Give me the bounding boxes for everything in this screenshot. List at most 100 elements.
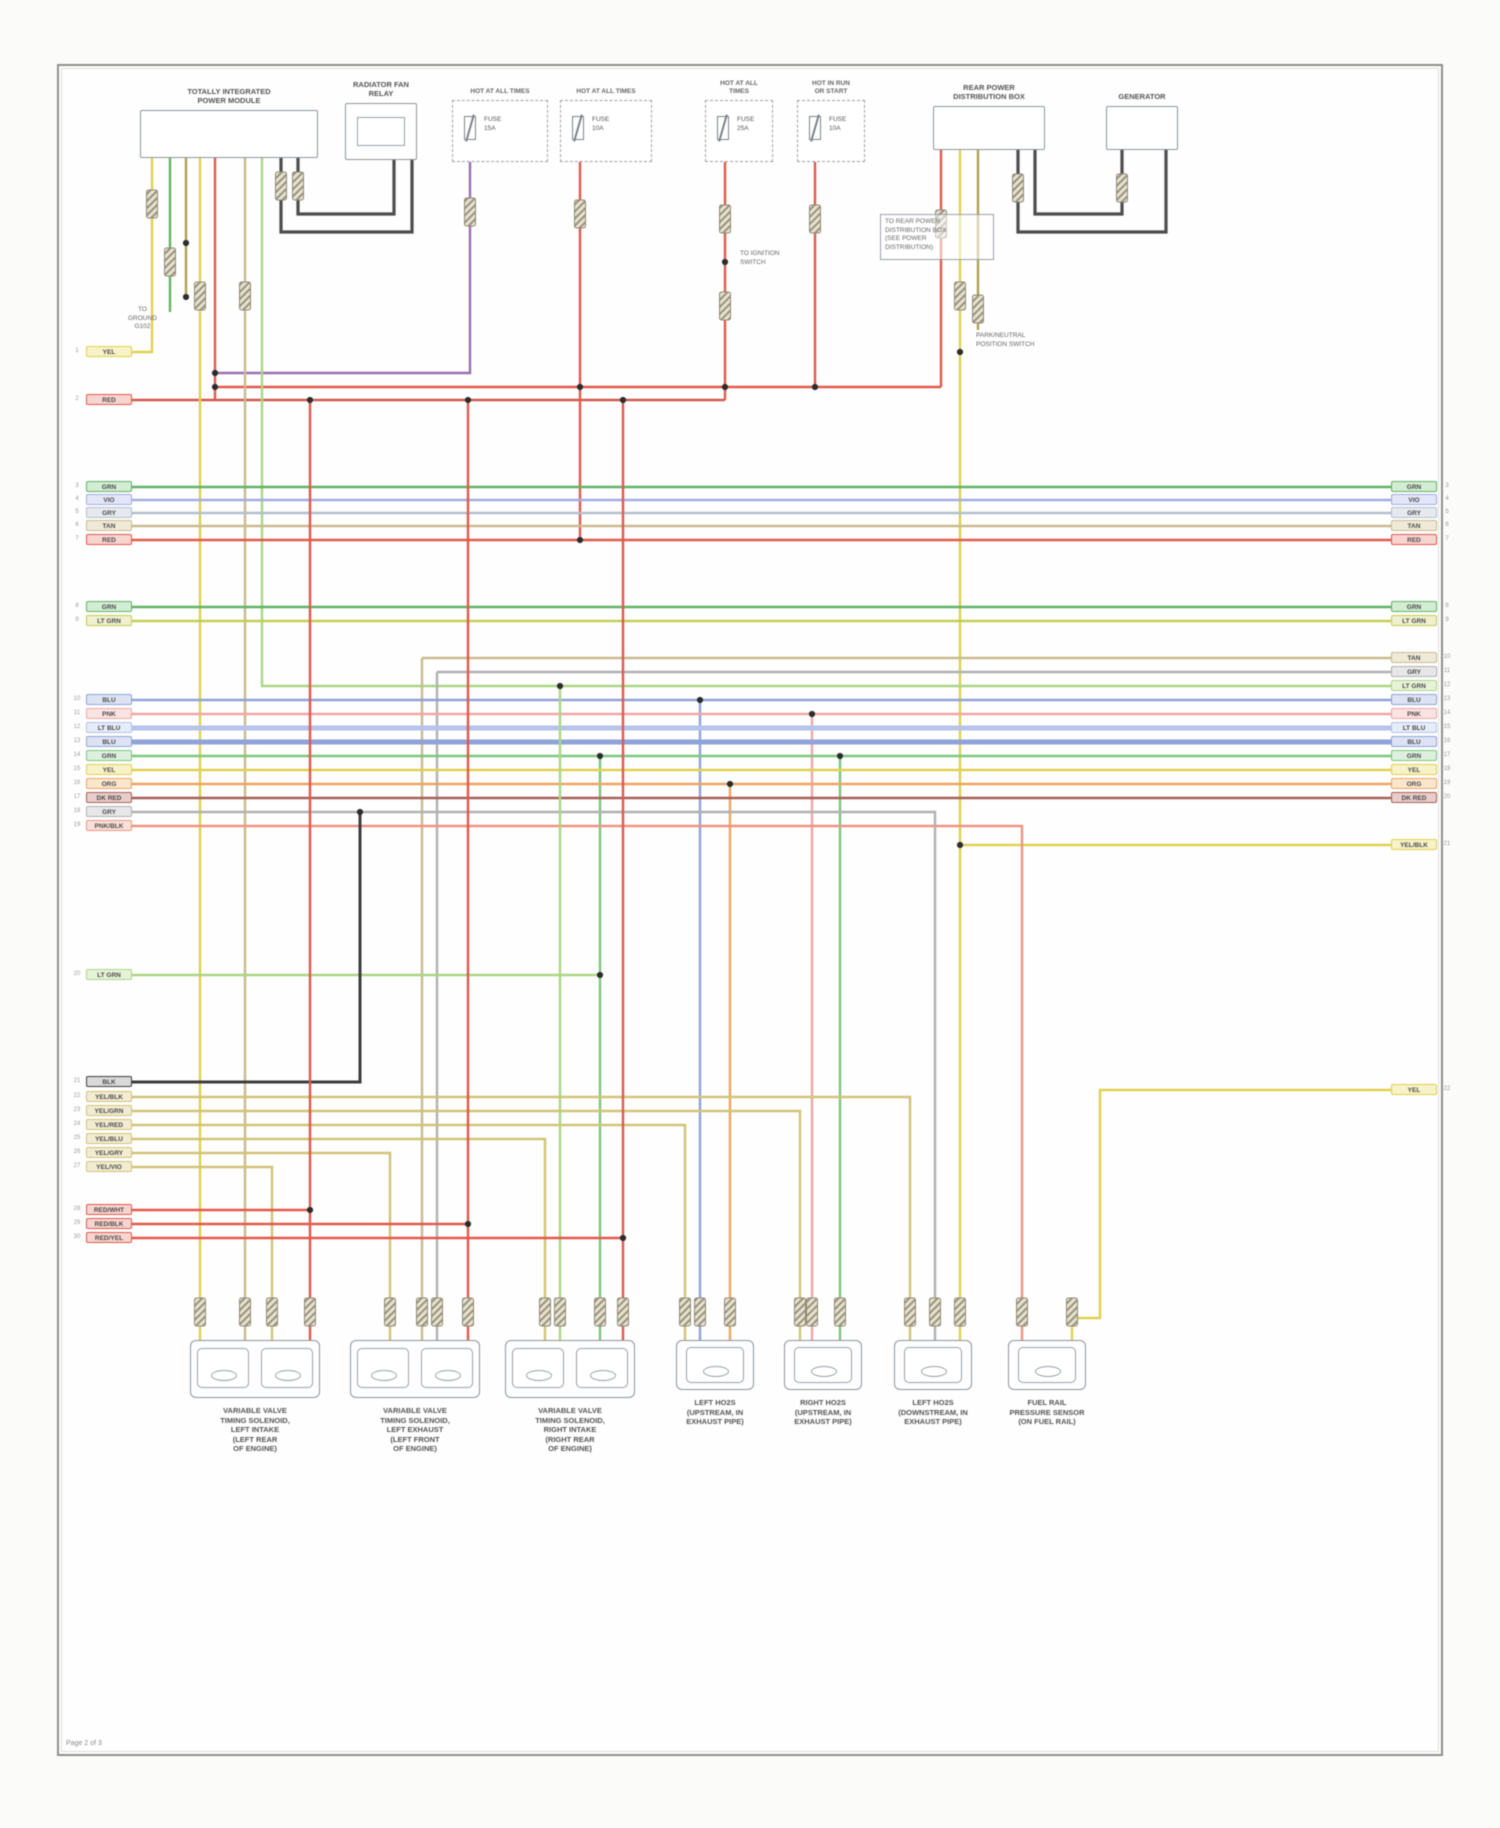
- group-label-line: (RIGHT REAR: [545, 1434, 595, 1444]
- group-label-line: TIMING SOLENOID,: [380, 1415, 450, 1425]
- inline-connector-20: [384, 1297, 396, 1327]
- chip-right-yel: YEL: [1391, 1084, 1437, 1095]
- fuse-4-header-line: HOT IN RUN: [812, 80, 850, 87]
- wire-blk-48: [88, 812, 362, 1084]
- junction-dot-18: [808, 710, 816, 718]
- chip-left-grn: GRN: [86, 601, 132, 612]
- junction-dot-16: [836, 752, 844, 760]
- inline-connector-6: [719, 204, 731, 234]
- group-label-line: EXHAUST PIPE): [794, 1417, 852, 1426]
- inline-connector-22: [431, 1297, 443, 1327]
- group-label-line: PRESSURE SENSOR: [1009, 1407, 1085, 1417]
- group-label-1: VARIABLE VALVE TIMING SOLENOID, LEFT INTAK…: [181, 1406, 329, 1454]
- inline-connector-29: [694, 1297, 706, 1327]
- row-number-left: 5: [75, 509, 79, 515]
- group-label-3: VARIABLE VALVE TIMING SOLENOID, RIGHT INTA…: [496, 1406, 644, 1454]
- fuse-2-rating-line: 10A: [592, 124, 604, 132]
- rear-power-box-label-line: DISTRIBUTION BOX: [953, 92, 1025, 101]
- chip-right-dkred: DK RED: [1391, 792, 1437, 803]
- fuse-2-fuse-icon: [572, 116, 584, 140]
- page-footer: Page 2 of 3: [66, 1740, 102, 1747]
- chip-right-grn: GRN: [1391, 750, 1437, 761]
- note-ground-line: GROUND: [128, 314, 157, 322]
- connector-oval: [703, 1366, 729, 1377]
- chip-left-gry: GRY: [86, 507, 132, 518]
- generator-box: [1106, 106, 1178, 150]
- group-label-line: LEFT HO2S: [694, 1398, 736, 1407]
- chip-left-ltgrn: LT GRN: [86, 969, 132, 980]
- row-number-right: 8: [1445, 603, 1449, 609]
- row-number-right: 3: [1445, 483, 1449, 489]
- row-number-right: 19: [1443, 780, 1451, 786]
- fan-relay-inner: [357, 117, 405, 146]
- rear-power-box-label: REAR POWER DISTRIBUTION BOX: [911, 83, 1067, 101]
- chip-right-tan: TAN: [1391, 652, 1437, 663]
- chip-right-red: RED: [1391, 534, 1437, 545]
- connector-oval: [526, 1370, 552, 1381]
- row-number-left: 6: [75, 522, 79, 528]
- group-label-line: OF ENGINE): [233, 1444, 277, 1453]
- row-number-left: 28: [73, 1206, 81, 1212]
- junction-dot-9: [306, 396, 314, 404]
- power-module-label-line: POWER MODULE: [197, 96, 261, 105]
- fuse-1-header: HOT AT ALL TIMES: [440, 88, 560, 96]
- fuse-4-rating-line: 10A: [829, 124, 841, 132]
- inline-connector-17: [239, 1297, 251, 1327]
- fuse-4-rating: FUSE 10A: [829, 116, 846, 133]
- group-label-line: (LEFT REAR: [232, 1434, 278, 1444]
- group-label-line: (UPSTREAM, IN: [794, 1407, 852, 1417]
- group-label-line: RIGHT INTAKE: [543, 1425, 597, 1434]
- diagram-border-frame: [57, 64, 1443, 1756]
- chip-left-blk: BLK: [86, 1076, 132, 1087]
- row-number-right: 20: [1443, 794, 1451, 800]
- group-label-line: VARIABLE VALVE: [383, 1406, 447, 1415]
- junction-dot-2: [211, 369, 219, 377]
- row-number-right: 16: [1443, 738, 1451, 744]
- row-number-left: 23: [73, 1107, 81, 1113]
- row-number-left: 1: [75, 348, 79, 354]
- row-number-right: 18: [1443, 766, 1451, 772]
- note-rear-power-line: DISTRIBUTION BOX: [885, 226, 947, 234]
- fuse-1-rating-line: FUSE: [484, 116, 502, 123]
- inline-connector-18: [266, 1297, 278, 1327]
- chip-left-tan: TAN: [86, 520, 132, 531]
- row-number-left: 12: [73, 724, 81, 730]
- group-label-line: VARIABLE VALVE: [538, 1406, 602, 1415]
- inline-connector-32: [806, 1297, 818, 1327]
- group-label-line: VARIABLE VALVE: [223, 1406, 287, 1415]
- inline-connector-33: [834, 1297, 846, 1327]
- chip-left-yelblu: YEL/BLU: [86, 1133, 132, 1144]
- connector-oval: [590, 1370, 616, 1381]
- connector-oval: [921, 1366, 947, 1377]
- row-number-left: 18: [73, 808, 81, 814]
- fuse-3-rating-line: FUSE: [737, 116, 755, 123]
- junction-dot-6: [721, 258, 729, 266]
- junction-dot-1: [182, 293, 190, 301]
- inline-connector-15: [239, 281, 251, 311]
- note-rear-power-line: (SEE POWER: [885, 235, 927, 242]
- connector-7-1: [1018, 1347, 1076, 1383]
- inline-connector-2: [275, 171, 287, 201]
- fuse-1-rating-line: 15A: [484, 124, 496, 132]
- note-park-neutral: PARK/NEUTRAL POSITION SWITCH: [976, 332, 1035, 349]
- group-label-line: (DOWNSTREAM, IN: [898, 1407, 968, 1417]
- row-number-left: 20: [73, 971, 81, 977]
- chip-right-yel: YEL: [1391, 764, 1437, 775]
- connector-2-2: [421, 1348, 473, 1388]
- group-label-line: (LEFT FRONT: [390, 1434, 440, 1444]
- group-label-line: EXHAUST PIPE): [686, 1417, 744, 1426]
- note-park-neutral-line: POSITION SWITCH: [976, 340, 1035, 348]
- row-number-right: 22: [1443, 1086, 1451, 1092]
- power-module-label-line: TOTALLY INTEGRATED: [187, 87, 271, 96]
- chip-left-ltblu: LT BLU: [86, 722, 132, 733]
- junction-dot-14: [596, 971, 604, 979]
- group-label-line: TIMING SOLENOID,: [220, 1415, 290, 1425]
- row-number-left: 9: [75, 617, 79, 623]
- connector-3-1: [512, 1348, 564, 1388]
- junction-dot-22: [464, 1220, 472, 1228]
- chip-left-blu: BLU: [86, 694, 132, 705]
- row-number-left: 21: [73, 1078, 81, 1084]
- row-number-right: 12: [1443, 682, 1451, 688]
